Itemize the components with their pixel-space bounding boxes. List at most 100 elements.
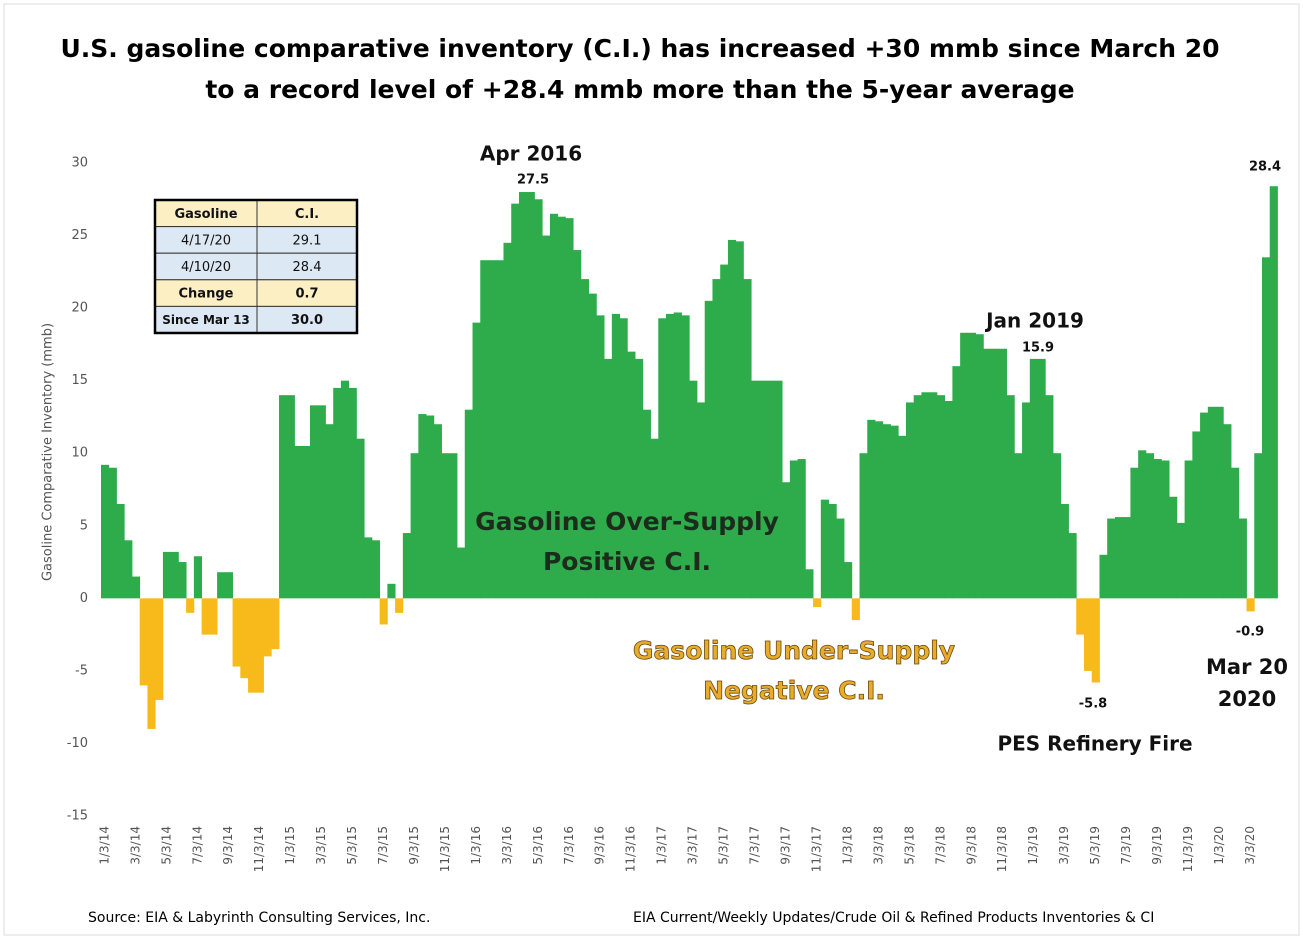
table-text: C.I. — [295, 207, 319, 222]
bar — [1192, 431, 1201, 599]
annotation: -5.8 — [1079, 697, 1107, 712]
x-tick-label: 1/3/15 — [283, 826, 297, 865]
bar — [340, 380, 350, 599]
bar — [549, 213, 559, 599]
bar — [495, 260, 504, 599]
bar — [952, 366, 961, 599]
y-tick-label: 5 — [80, 518, 88, 533]
bar — [619, 318, 628, 599]
bar — [991, 348, 1000, 599]
bar — [650, 438, 659, 599]
bar — [1231, 467, 1240, 599]
bar — [356, 438, 365, 599]
bar — [704, 300, 713, 599]
bar — [371, 540, 381, 599]
annotation: Negative C.I. — [703, 676, 885, 705]
bar — [1153, 459, 1162, 599]
bar — [395, 598, 404, 613]
x-tick-label: 7/3/15 — [376, 826, 390, 865]
bar — [248, 598, 257, 693]
x-tick-label: 9/3/18 — [964, 826, 978, 865]
bar — [875, 421, 884, 599]
bar — [565, 218, 574, 599]
bar — [1076, 598, 1085, 635]
bar — [503, 242, 512, 599]
x-tick-label: 3/3/15 — [314, 826, 328, 865]
x-tick-label: 5/3/15 — [345, 826, 359, 865]
bar — [1130, 467, 1139, 599]
table-cell — [154, 305, 258, 334]
annotation: 15.9 — [1022, 341, 1054, 356]
x-tick-label: 9/3/16 — [593, 826, 607, 865]
bar — [851, 598, 860, 621]
y-tick-label: -10 — [67, 736, 88, 751]
annotation: Jan 2019 — [984, 309, 1084, 333]
bar — [782, 482, 791, 599]
bar — [696, 402, 706, 599]
bar — [611, 313, 620, 599]
bar — [472, 322, 481, 599]
bar — [805, 569, 814, 599]
chart-title: to a record level of +28.4 mmb more than… — [205, 75, 1074, 104]
x-tick-label: 9/3/15 — [407, 826, 421, 865]
table-text: Gasoline — [174, 207, 237, 222]
bar — [580, 279, 590, 599]
bar — [1037, 358, 1046, 599]
x-tick-label: 1/3/14 — [97, 826, 111, 865]
bar — [162, 551, 172, 599]
bar — [905, 402, 915, 599]
bar — [232, 598, 241, 667]
bar — [681, 315, 690, 599]
bar — [1029, 358, 1038, 599]
x-tick-label: 1/3/16 — [469, 826, 483, 865]
bar — [193, 556, 203, 599]
bar — [317, 405, 326, 599]
bar — [1091, 598, 1100, 683]
bar — [859, 453, 868, 599]
bar — [882, 424, 891, 599]
bar — [387, 583, 396, 599]
x-tick-label: 7/3/19 — [1119, 826, 1133, 865]
x-tick-label: 11/3/16 — [624, 826, 638, 872]
x-tick-label: 9/3/19 — [1150, 826, 1164, 865]
y-tick-label: 15 — [71, 373, 88, 388]
x-tick-label: 1/3/19 — [1026, 826, 1040, 865]
x-tick-label: 5/3/16 — [531, 826, 545, 865]
bar — [967, 332, 977, 599]
annotation: Positive C.I. — [543, 547, 711, 576]
bar — [743, 279, 752, 599]
bar — [1006, 395, 1015, 599]
bar — [1238, 518, 1247, 599]
bar — [271, 598, 280, 650]
bar — [836, 518, 845, 599]
bar — [573, 250, 582, 599]
bar — [186, 598, 195, 613]
x-tick-label: 11/3/14 — [252, 826, 266, 872]
bar — [797, 459, 806, 599]
bar — [1138, 450, 1147, 599]
bar — [488, 260, 497, 599]
table-text: 4/10/20 — [181, 260, 231, 275]
bar — [325, 424, 334, 599]
table-cell — [256, 226, 358, 254]
table-text: Since Mar 13 — [162, 313, 250, 327]
bar — [1053, 453, 1062, 599]
bar — [921, 392, 930, 599]
bar — [1269, 186, 1278, 599]
y-tick-label: 30 — [71, 156, 88, 171]
y-tick-label: -15 — [67, 809, 88, 824]
x-tick-label: 3/3/19 — [1057, 826, 1071, 865]
bar — [758, 380, 768, 599]
bar — [480, 260, 489, 599]
x-tick-label: 11/3/19 — [1181, 826, 1195, 872]
table-text: Change — [179, 287, 234, 302]
bar — [596, 315, 605, 599]
bar — [1122, 517, 1131, 599]
bar — [101, 464, 110, 599]
bar — [1099, 554, 1108, 599]
x-tick-label: 5/3/19 — [1088, 826, 1102, 865]
x-tick-label: 3/3/18 — [871, 826, 885, 865]
bar — [1068, 533, 1077, 599]
annotation: 27.5 — [517, 173, 549, 188]
x-tick-label: 3/3/14 — [128, 826, 142, 865]
